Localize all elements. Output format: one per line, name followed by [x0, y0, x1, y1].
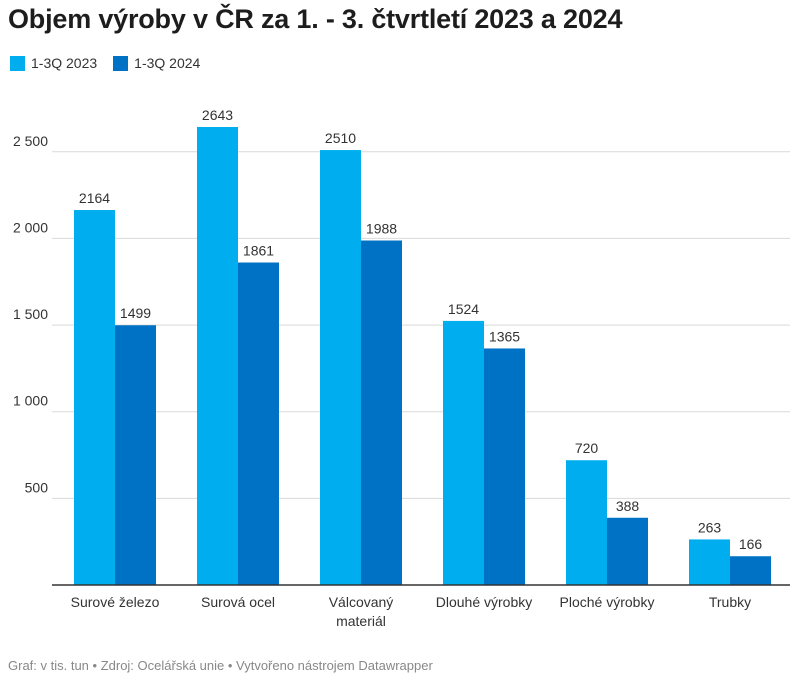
data-label: 2510 [325, 130, 356, 146]
legend-item-2023: 1-3Q 2023 [10, 55, 97, 71]
x-category-label: materiál [336, 613, 386, 629]
data-label: 1524 [448, 301, 479, 317]
data-label: 1861 [243, 243, 274, 259]
legend: 1-3Q 2023 1-3Q 2024 [10, 55, 200, 71]
bar [74, 210, 115, 585]
x-category-label: Trubky [709, 594, 751, 610]
legend-label-2024: 1-3Q 2024 [134, 55, 201, 71]
y-tick-label: 500 [25, 479, 49, 495]
chart-title: Objem výroby v ČR za 1. - 3. čtvrtletí 2… [8, 4, 623, 34]
bar [115, 325, 156, 585]
data-label: 388 [616, 498, 640, 514]
legend-item-2024: 1-3Q 2024 [113, 55, 200, 71]
x-category-label: Surové železo [71, 594, 160, 610]
x-category-label: Dlouhé výrobky [436, 594, 533, 610]
legend-swatch-2024 [113, 55, 129, 71]
data-label: 720 [575, 440, 599, 456]
x-category-label: Ploché výrobky [560, 594, 655, 610]
bar [361, 240, 402, 585]
bar [689, 539, 730, 585]
legend-label-2023: 1-3Q 2023 [31, 55, 98, 71]
data-label: 166 [739, 536, 763, 552]
bar [607, 517, 648, 585]
footer-note: Graf: v tis. tun • Zdroj: Ocelářská unie… [8, 658, 433, 673]
y-tick-label: 2 500 [13, 133, 48, 149]
data-label: 1499 [120, 305, 151, 321]
y-tick-label: 2 000 [13, 219, 48, 235]
x-category-label: Válcovaný [329, 594, 394, 610]
bar [730, 556, 771, 585]
bar [566, 460, 607, 585]
data-label: 2164 [79, 190, 110, 206]
data-label: 1365 [489, 328, 520, 344]
legend-swatch-2023 [10, 55, 25, 71]
data-label: 1988 [366, 221, 397, 237]
y-tick-label: 1 500 [13, 306, 48, 322]
bar [320, 150, 361, 585]
y-tick-label: 1 000 [13, 393, 48, 409]
bar [443, 320, 484, 585]
bar [484, 348, 525, 585]
data-label: 2643 [202, 107, 233, 123]
bar [238, 262, 279, 585]
data-label: 263 [698, 519, 722, 535]
x-category-label: Surová ocel [201, 594, 275, 610]
bar [197, 127, 238, 585]
